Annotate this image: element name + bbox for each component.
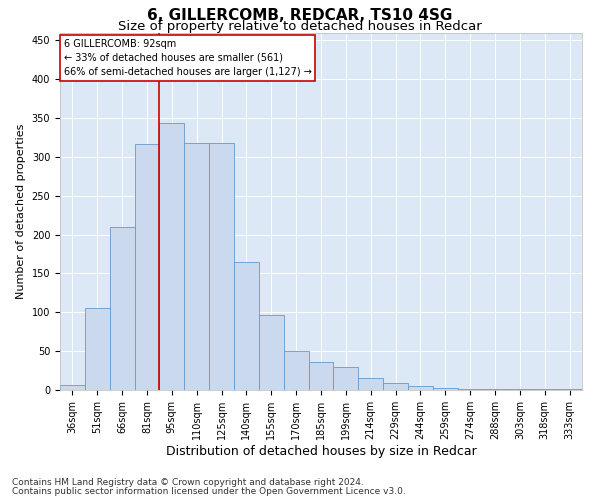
Bar [358, 378, 383, 390]
Bar [134, 144, 160, 390]
Bar [383, 383, 408, 390]
Bar [184, 143, 209, 390]
Bar [334, 368, 358, 390]
Bar [433, 388, 458, 390]
Text: 6, GILLERCOMB, REDCAR, TS10 4SG: 6, GILLERCOMB, REDCAR, TS10 4SG [148, 8, 452, 22]
Bar [532, 389, 557, 390]
Text: Contains public sector information licensed under the Open Government Licence v3: Contains public sector information licen… [12, 486, 406, 496]
Bar [234, 262, 259, 390]
Bar [85, 308, 110, 390]
Text: Size of property relative to detached houses in Redcar: Size of property relative to detached ho… [118, 20, 482, 33]
Bar [508, 389, 532, 390]
X-axis label: Distribution of detached houses by size in Redcar: Distribution of detached houses by size … [166, 444, 476, 458]
Bar [259, 314, 284, 390]
Bar [308, 362, 334, 390]
Text: Contains HM Land Registry data © Crown copyright and database right 2024.: Contains HM Land Registry data © Crown c… [12, 478, 364, 487]
Bar [482, 389, 508, 390]
Bar [408, 386, 433, 390]
Text: 6 GILLERCOMB: 92sqm
← 33% of detached houses are smaller (561)
66% of semi-detac: 6 GILLERCOMB: 92sqm ← 33% of detached ho… [64, 38, 311, 76]
Bar [110, 227, 134, 390]
Bar [557, 389, 582, 390]
Bar [458, 389, 482, 390]
Bar [209, 143, 234, 390]
Y-axis label: Number of detached properties: Number of detached properties [16, 124, 26, 299]
Bar [284, 351, 308, 390]
Bar [60, 384, 85, 390]
Bar [160, 122, 184, 390]
